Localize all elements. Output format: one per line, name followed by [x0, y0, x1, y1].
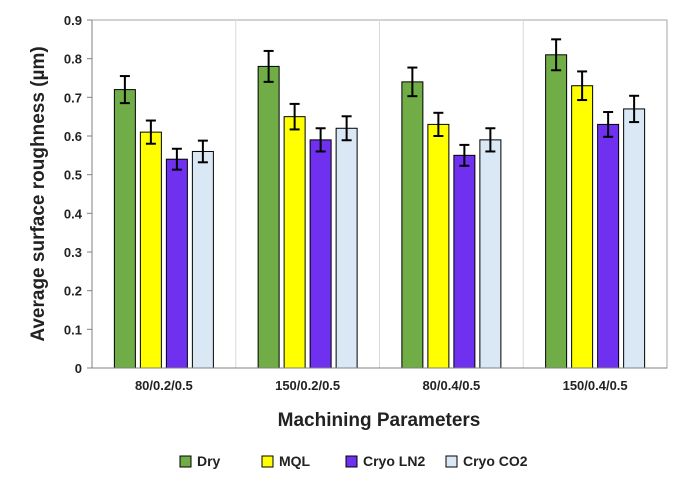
bar-dry — [401, 81, 424, 369]
y-tick-label: 0.1 — [64, 322, 82, 337]
bars — [113, 54, 646, 369]
y-tick-label: 0.5 — [64, 168, 82, 183]
bar-cryo-ln2 — [309, 139, 332, 369]
bar-cryo-ln2 — [165, 158, 188, 369]
bar-dry — [113, 89, 136, 369]
legend-swatch-dry — [179, 455, 192, 468]
y-tick-label: 0.3 — [64, 245, 82, 260]
category-separators — [235, 20, 524, 368]
legend-label: Dry — [197, 453, 221, 469]
legend-swatch-cryo-co2 — [445, 455, 458, 468]
x-category-labels: 80/0.2/0.5 150/0.2/0.5 80/0.4/0.5 150/0.4/0… — [135, 378, 628, 393]
bar-cryo-co2 — [191, 150, 214, 369]
legend-label: Cryo LN2 — [363, 453, 425, 469]
x-category-label: 80/0.2/0.5 — [135, 378, 193, 393]
bar-cryo-ln2 — [453, 154, 476, 369]
bar-dry — [257, 65, 280, 369]
x-category-label: 150/0.4/0.5 — [563, 378, 628, 393]
y-tick-label: 0.4 — [64, 206, 83, 221]
bar-dry — [545, 54, 568, 369]
y-ticks: 0 0.1 0.2 0.3 0.4 0.5 0.6 0.7 0.8 0.9 — [64, 13, 92, 376]
legend-swatch-mql — [261, 455, 274, 468]
y-tick-label: 0.2 — [64, 284, 82, 299]
bar-mql — [139, 131, 162, 369]
legend: Dry MQL Cryo LN2 Cryo CO2 — [179, 453, 528, 469]
legend-label: MQL — [279, 453, 311, 469]
x-category-label: 150/0.2/0.5 — [275, 378, 340, 393]
error-bars — [119, 38, 640, 171]
y-axis-title: Average surface roughness (µm) — [28, 46, 49, 341]
y-tick-label: 0.7 — [64, 90, 82, 105]
bar-mql — [283, 116, 306, 369]
legend-label: Cryo CO2 — [463, 453, 528, 469]
bar-cryo-co2 — [335, 127, 358, 369]
x-category-label: 80/0.4/0.5 — [422, 378, 480, 393]
y-tick-label: 0.9 — [64, 13, 82, 28]
bar-mql — [571, 85, 594, 369]
bar-cryo-co2 — [479, 139, 502, 369]
y-tick-label: 0.8 — [64, 52, 82, 67]
bar-mql — [427, 123, 450, 369]
y-tick-label: 0 — [75, 361, 82, 376]
x-axis-title: Machining Parameters — [278, 410, 481, 431]
bar-cryo-ln2 — [597, 123, 620, 369]
legend-swatch-cryo-ln2 — [345, 455, 358, 468]
y-tick-label: 0.6 — [64, 129, 82, 144]
bar-cryo-co2 — [623, 108, 646, 369]
